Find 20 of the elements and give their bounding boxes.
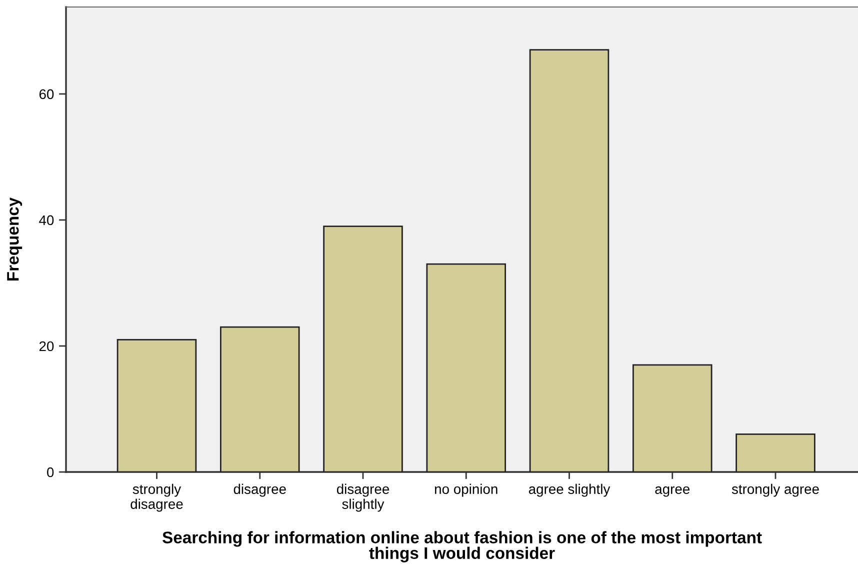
bar xyxy=(632,364,712,472)
y-tick-label: 0 xyxy=(47,467,54,478)
bar xyxy=(220,326,300,472)
bar xyxy=(529,49,610,472)
x-tick-label: disagree slightly xyxy=(336,484,390,512)
x-tick-label: agree slightly xyxy=(528,484,610,497)
y-tick-label: 60 xyxy=(39,89,54,100)
x-tick-label: disagree xyxy=(234,484,286,497)
x-tick-label: strongly agree xyxy=(732,484,819,497)
bar xyxy=(426,263,506,472)
y-tick-label: 20 xyxy=(39,341,54,352)
bar xyxy=(736,434,816,472)
x-tick-label: no opinion xyxy=(435,484,498,497)
x-tick-label: agree xyxy=(655,486,690,497)
y-axis-title: Frequency xyxy=(7,197,22,281)
x-axis-title: Searching for information online about fashion is one of the most important things I would consider xyxy=(162,531,762,562)
y-tick-label: 40 xyxy=(39,215,54,226)
bar xyxy=(323,226,403,472)
x-tick-label: strongly disagree xyxy=(130,484,183,512)
bar xyxy=(116,338,197,472)
